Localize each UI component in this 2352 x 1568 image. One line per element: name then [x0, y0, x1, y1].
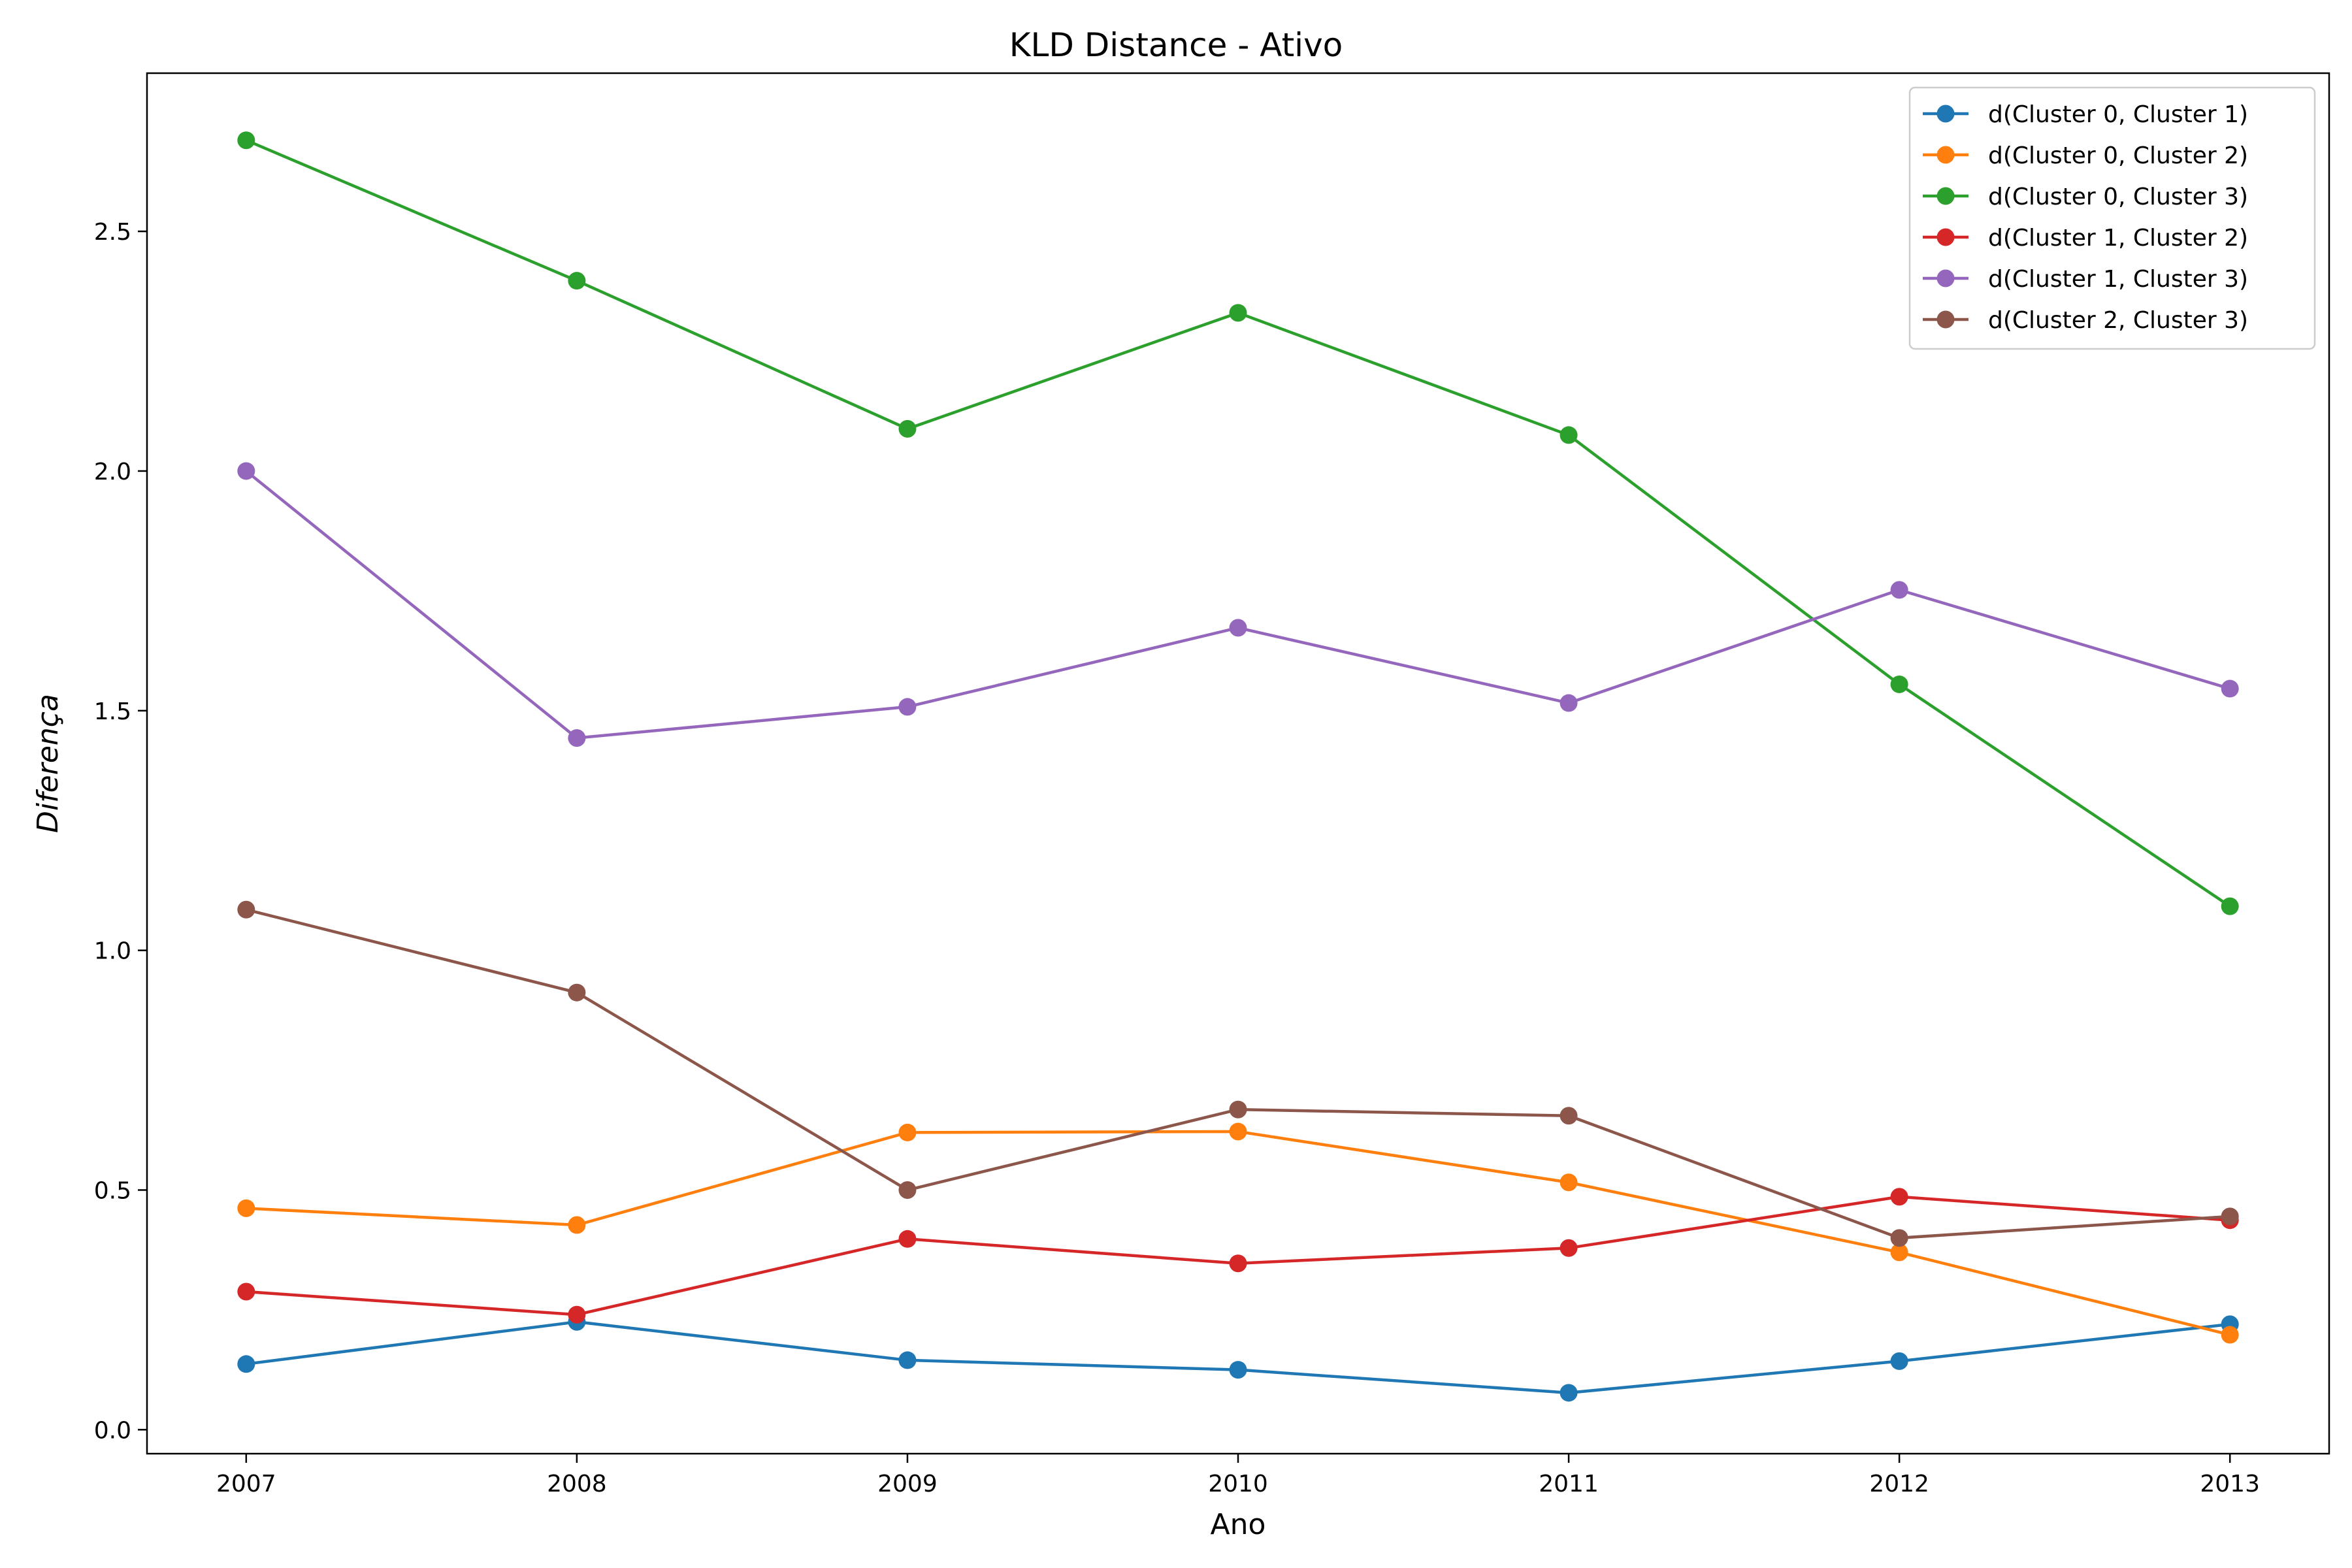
data-point: [237, 462, 255, 480]
y-tick-label: 0.5: [94, 1177, 131, 1204]
legend-marker: [1937, 105, 1955, 123]
data-point: [1560, 694, 1578, 712]
data-point: [237, 901, 255, 919]
x-tick-label: 2009: [877, 1471, 938, 1497]
data-point: [1891, 1188, 1908, 1205]
data-point: [898, 1181, 916, 1199]
data-point: [237, 1283, 255, 1301]
data-point: [568, 729, 585, 747]
data-point: [898, 698, 916, 715]
legend-marker: [1937, 146, 1955, 164]
y-tick-label: 1.0: [94, 938, 131, 965]
data-point: [1560, 1384, 1578, 1401]
chart-title: KLD Distance - Ativo: [1009, 26, 1343, 64]
data-point: [1230, 304, 1247, 321]
data-point: [568, 1306, 585, 1324]
legend-label: d(Cluster 2, Cluster 3): [1988, 307, 2248, 334]
y-tick-label: 2.5: [94, 219, 131, 246]
y-tick-label: 0.0: [94, 1417, 131, 1444]
x-tick-label: 2008: [547, 1471, 607, 1497]
data-point: [1560, 1173, 1578, 1191]
data-point: [2221, 1326, 2239, 1344]
data-point: [898, 1351, 916, 1369]
x-tick-label: 2010: [1208, 1471, 1268, 1497]
data-point: [1230, 1122, 1247, 1140]
legend-marker: [1937, 229, 1955, 246]
data-point: [1891, 1352, 1908, 1370]
data-point: [1230, 1101, 1247, 1119]
legend-label: d(Cluster 1, Cluster 2): [1988, 225, 2248, 252]
data-point: [898, 420, 916, 438]
data-point: [1891, 581, 1908, 598]
legend: d(Cluster 0, Cluster 1) d(Cluster 0, Clus…: [1910, 88, 2315, 349]
data-point: [1891, 676, 1908, 693]
data-point: [1230, 619, 1247, 636]
x-tick-label: 2011: [1539, 1471, 1599, 1497]
data-point: [568, 272, 585, 289]
data-point: [1560, 1107, 1578, 1124]
data-point: [568, 984, 585, 1002]
legend-label: d(Cluster 1, Cluster 3): [1988, 266, 2248, 293]
data-point: [1560, 1239, 1578, 1257]
legend-label: d(Cluster 0, Cluster 3): [1988, 184, 2248, 210]
legend-label: d(Cluster 0, Cluster 2): [1988, 142, 2248, 169]
data-point: [2221, 680, 2239, 698]
legend-marker: [1937, 270, 1955, 287]
data-point: [1891, 1229, 1908, 1247]
data-point: [898, 1230, 916, 1248]
data-point: [2221, 898, 2239, 915]
data-point: [2221, 1207, 2239, 1225]
data-point: [1230, 1254, 1247, 1272]
legend-marker: [1937, 311, 1955, 329]
data-point: [237, 131, 255, 149]
data-point: [1230, 1361, 1247, 1379]
legend-marker: [1937, 188, 1955, 205]
data-point: [898, 1124, 916, 1141]
data-point: [237, 1355, 255, 1373]
x-tick-label: 2007: [216, 1471, 276, 1497]
x-axis-label: Ano: [1211, 1508, 1266, 1541]
y-tick-label: 1.5: [94, 698, 131, 725]
y-tick-label: 2.0: [94, 459, 131, 485]
x-tick-label: 2013: [2200, 1471, 2260, 1497]
data-point: [568, 1217, 585, 1234]
legend-label: d(Cluster 0, Cluster 1): [1988, 101, 2248, 128]
data-point: [1560, 426, 1578, 444]
data-point: [237, 1200, 255, 1217]
y-axis-label: Diferença: [31, 694, 65, 833]
x-tick-label: 2012: [1869, 1471, 1929, 1497]
